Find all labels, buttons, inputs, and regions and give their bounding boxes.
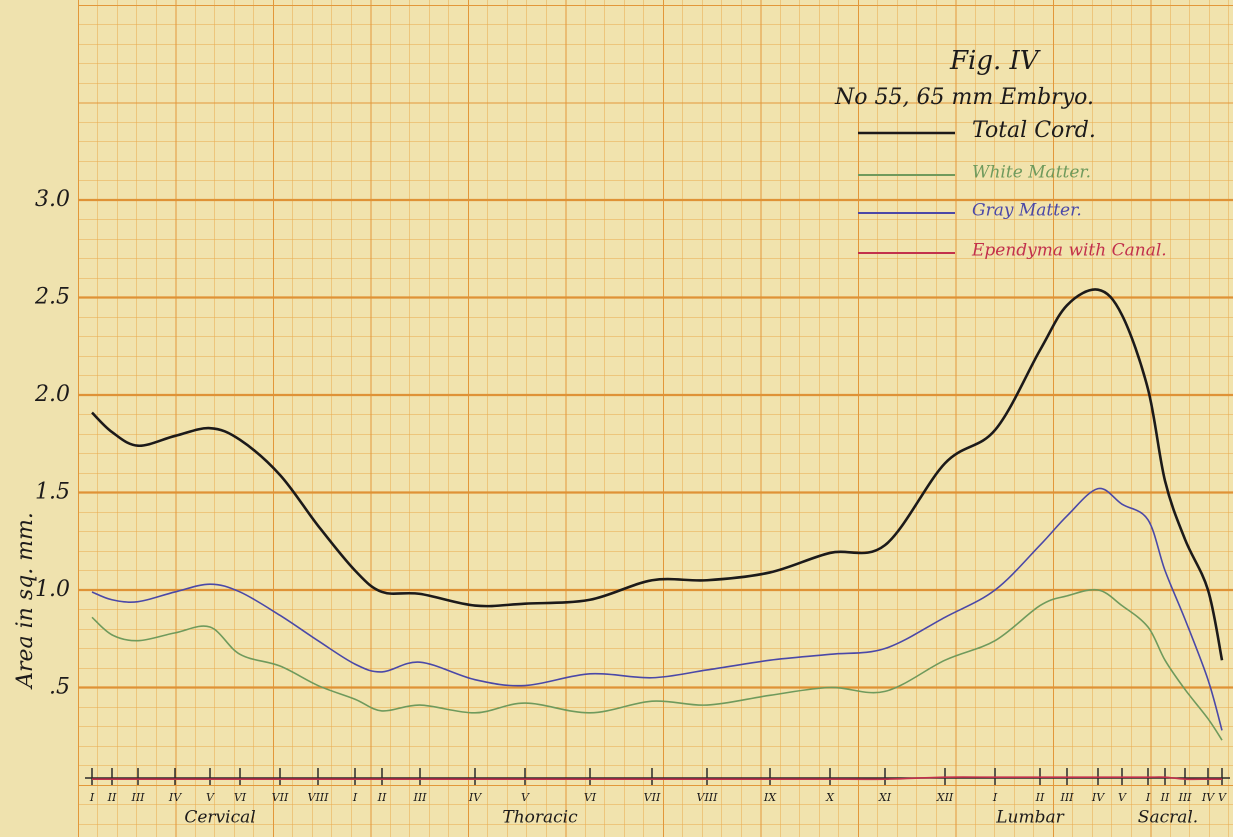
x-tick-label: IV <box>1091 791 1105 804</box>
x-group-label: Cervical <box>184 808 255 828</box>
y-tick-label: 1.0 <box>35 577 70 602</box>
x-tick-label: I <box>1145 791 1151 804</box>
line-series <box>91 288 1224 661</box>
x-tick-label: III <box>1059 791 1074 804</box>
x-tick-label: V <box>521 791 530 804</box>
x-tick-label: IV <box>1201 791 1215 804</box>
x-tick-label: II <box>377 791 387 804</box>
x-tick-label: III <box>1177 791 1192 804</box>
legend-label: Gray Matter. <box>972 201 1082 221</box>
x-tick-label: VIII <box>308 791 330 804</box>
x-tick-label: I <box>89 791 95 804</box>
y-tick-label: .5 <box>49 675 70 700</box>
x-tick-label: IX <box>763 791 777 804</box>
chart-subtitle: No 55, 65 mm Embryo. <box>834 85 1094 110</box>
y-axis-label: Area in sq. mm. <box>13 512 38 690</box>
x-tick-label: IV <box>468 791 482 804</box>
x-tick-label: III <box>412 791 427 804</box>
x-tick-label: XI <box>878 791 892 804</box>
legend-label: White Matter. <box>972 163 1091 183</box>
x-tick-label: I <box>352 791 358 804</box>
x-tick-label: II <box>1035 791 1045 804</box>
major-grid <box>78 0 1233 837</box>
chart-title: Fig. IV <box>949 46 1041 76</box>
x-tick-label: XII <box>936 791 954 804</box>
y-tick-label: 2.0 <box>34 382 70 407</box>
legend-label: Total Cord. <box>972 118 1096 143</box>
line-series <box>92 776 1222 781</box>
plot: .51.01.52.02.53.0I II III IV V VI VII VIII I II II… <box>34 118 1233 828</box>
x-group-label: Thoracic <box>502 808 578 828</box>
y-tick-label: 2.5 <box>34 285 70 310</box>
x-tick-label: X <box>825 791 835 804</box>
legend-label: Ependyma with Canal. <box>971 241 1167 261</box>
x-tick-label: VII <box>644 791 661 804</box>
x-group-label: Sacral. <box>1138 808 1198 828</box>
x-tick-label: I <box>992 791 998 804</box>
x-tick-label: II <box>1160 791 1170 804</box>
x-tick-label: II <box>107 791 117 804</box>
x-tick-label: VII <box>272 791 289 804</box>
line-series <box>91 487 1223 731</box>
x-tick-label: VI <box>234 791 247 804</box>
x-tick-label: III <box>130 791 145 804</box>
x-tick-label: VIII <box>697 791 719 804</box>
line-series <box>91 588 1223 741</box>
x-tick-label: IV <box>168 791 182 804</box>
x-tick-label: V <box>206 791 215 804</box>
x-group-label: Lumbar <box>995 808 1064 828</box>
x-tick-label: VI <box>584 791 597 804</box>
y-tick-label: 1.5 <box>35 480 70 505</box>
x-tick-label: V <box>1218 791 1227 804</box>
x-tick-label: V <box>1118 791 1127 804</box>
y-tick-label: 3.0 <box>35 187 70 212</box>
